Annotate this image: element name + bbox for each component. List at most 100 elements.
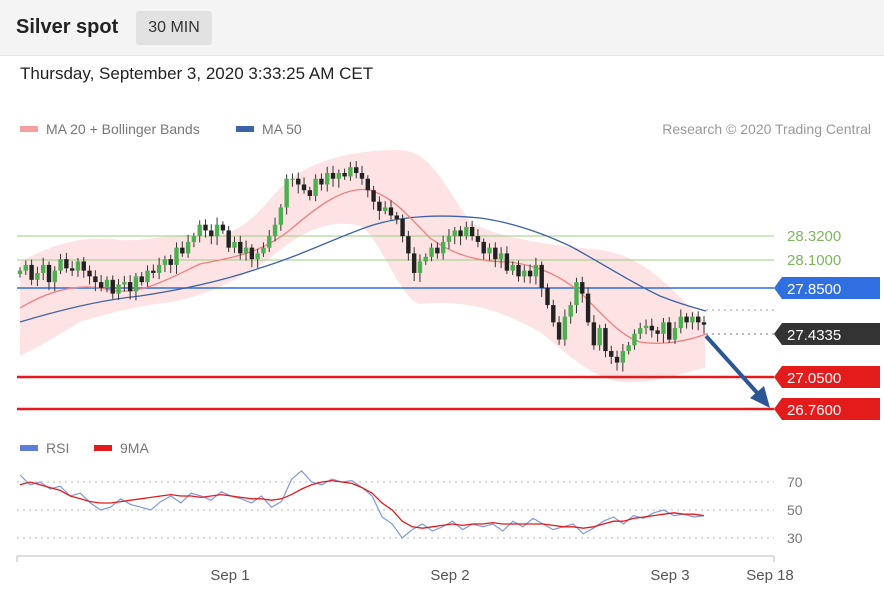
candle-down	[330, 172, 336, 179]
candle-down	[649, 325, 655, 331]
candle-up	[278, 207, 284, 225]
ma50-line	[19, 215, 707, 323]
candle-down	[504, 253, 510, 271]
candle-up	[156, 264, 162, 273]
candle-up	[487, 247, 492, 254]
candle-down	[110, 279, 115, 294]
rsi-line	[19, 469, 705, 539]
rsi-tick-30: 30	[787, 530, 803, 546]
candle-down	[701, 322, 707, 325]
candle-down	[377, 201, 382, 211]
candle-up	[672, 328, 678, 340]
candle-up	[423, 256, 428, 262]
candle-up	[75, 261, 81, 271]
candle-up	[116, 284, 121, 294]
level-label-28-1000: 28.1000	[787, 252, 841, 269]
candle-up	[261, 247, 266, 254]
candle-up	[533, 264, 539, 277]
candle-up	[678, 316, 684, 329]
candle-down	[203, 224, 208, 231]
ma50-legend-label: MA 50	[262, 121, 302, 137]
candle-down	[87, 270, 92, 277]
candle-down	[388, 207, 394, 216]
level-label-28-3200: 28.3200	[787, 228, 841, 245]
chart-header: Silver spot 30 MIN	[0, 0, 884, 56]
candle-down	[127, 282, 133, 292]
support-badge-2	[774, 398, 880, 420]
x-tick-sep-2: Sep 2	[430, 567, 469, 584]
candle-down	[342, 172, 347, 177]
candle-up	[498, 253, 504, 260]
candle-up	[35, 272, 40, 280]
candle-up	[620, 351, 626, 363]
candle-up	[145, 270, 150, 283]
candle-up	[267, 236, 272, 248]
candle-up	[417, 261, 423, 273]
candle-down	[400, 218, 405, 237]
bollinger-band	[20, 150, 705, 383]
candle-down	[406, 236, 411, 254]
research-credit: Research © 2020 Trading Central	[662, 121, 871, 137]
candle-down	[580, 282, 585, 294]
candle-down	[168, 259, 173, 265]
candle-down	[209, 230, 214, 237]
last-price-badge	[774, 323, 880, 345]
candle-up	[255, 253, 260, 260]
candle-down	[411, 253, 417, 273]
candle-down	[29, 264, 34, 280]
candle-up	[562, 316, 568, 340]
candle-down	[493, 247, 498, 260]
candle-up	[382, 207, 388, 211]
candle-up	[191, 236, 197, 242]
x-tick-sep-1: Sep 1	[210, 567, 249, 584]
candle-up	[162, 259, 168, 265]
rsi-ma-legend-label: 9MA	[120, 440, 149, 456]
candle-down	[98, 282, 104, 288]
candle-up	[185, 241, 191, 254]
candle-down	[151, 270, 156, 273]
candle-up	[284, 178, 289, 208]
rsi-legend-swatch	[20, 445, 38, 451]
candle-up	[214, 224, 220, 237]
candle-down	[516, 264, 521, 277]
candle-up	[522, 270, 527, 277]
candle-up	[632, 333, 637, 346]
x-tick-sep-18: Sep 18	[746, 567, 794, 584]
candle-up	[122, 282, 127, 285]
candle-down	[354, 167, 359, 173]
candle-down	[475, 236, 481, 242]
candle-up	[232, 241, 237, 248]
candle-up	[643, 325, 649, 329]
candle-up	[272, 224, 278, 237]
candle-up	[17, 270, 23, 275]
candle-down	[319, 178, 324, 185]
candle-down	[667, 322, 672, 340]
candle-down	[684, 316, 689, 323]
candle-up	[510, 264, 515, 271]
candle-down	[81, 261, 86, 271]
candle-up	[440, 241, 446, 254]
level-label-27-0500: 27.0500	[787, 370, 841, 387]
forecast-arrow-icon	[750, 386, 770, 408]
candle-up	[52, 270, 57, 283]
candlestick-series	[17, 161, 707, 372]
candle-up	[568, 305, 573, 317]
candle-down	[93, 276, 98, 283]
candle-up	[23, 264, 28, 271]
candle-down	[539, 264, 544, 288]
candle-down	[64, 259, 69, 269]
candle-up	[464, 226, 469, 237]
candle-up	[197, 224, 202, 237]
candle-down	[655, 330, 660, 334]
candle-down	[296, 178, 301, 185]
rsi-tick-70: 70	[787, 474, 803, 490]
candle-down	[307, 190, 313, 196]
candle-up	[58, 259, 63, 271]
candle-up	[597, 328, 602, 346]
candle-down	[69, 268, 75, 271]
candle-down	[139, 276, 144, 283]
timeframe-button[interactable]: 30 MIN	[136, 11, 212, 45]
pivot-badge	[774, 277, 880, 299]
candle-up	[452, 230, 457, 237]
